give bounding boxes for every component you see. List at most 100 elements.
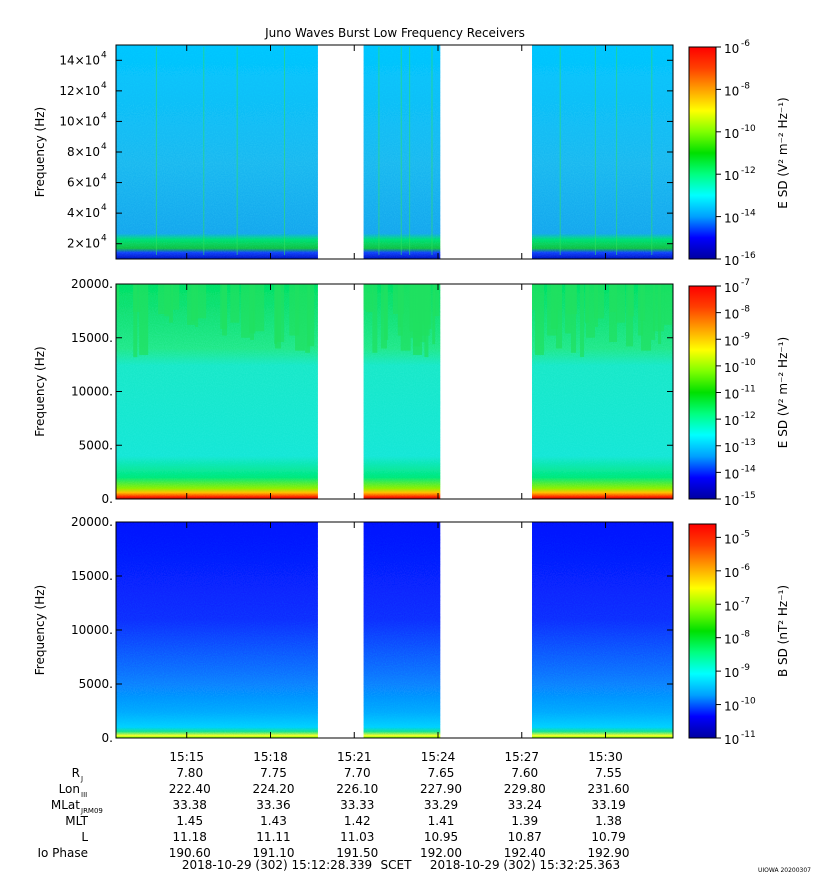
y-tick-label: 5000. [79,677,113,691]
ephemeris-value: 11.03 [340,830,374,844]
ephemeris-value: 1.39 [511,814,538,828]
ephemeris-label-subscript: III [81,791,87,799]
colorbar-tick-label: 10 [724,361,739,375]
spectrogram-panel-1: 2×10 44×10 46×10 48×10 410×10 412×10 414×10 4Fr… [33,39,790,268]
emission-streak [372,284,378,353]
emission-streak [651,284,656,340]
ephemeris-value: 231.60 [588,782,630,796]
data-block-2 [363,522,441,738]
ephemeris-value: 190.60 [169,846,211,860]
ephemeris-value: 10.87 [508,830,542,844]
emission-streak [133,284,138,358]
y-axis-label: Frequency (Hz) [33,107,47,198]
colorbar-tick-exponent: -14 [741,209,756,219]
emission-streak [535,284,545,355]
emission-streak [253,284,265,332]
footer-scet: SCET [381,858,413,872]
ephemeris-value: 33.29 [424,798,458,812]
ephemeris-value: 33.38 [173,798,207,812]
data-block-1 [116,45,318,259]
colorbar-tick-exponent: -13 [741,438,756,448]
ephemeris-value: 11.18 [173,830,207,844]
colorbar-tick-label: 10 [724,169,739,183]
emission-streak [626,284,634,347]
data-block-3 [532,45,673,259]
emission-streak [556,284,563,349]
emission-streak [196,284,207,319]
y-tick-exponent: 4 [101,111,107,121]
colorbar-tick-label: 10 [724,633,739,647]
emission-streak [565,284,572,334]
ephemeris-value: 33.36 [256,798,290,812]
colorbar-tick-exponent: -6 [741,39,750,49]
emission-streak [571,284,577,353]
emission-streak [169,284,173,323]
emission-streak [547,284,558,336]
y-tick-label: 20000. [71,277,113,291]
data-block-2 [363,45,441,259]
time-tick-label: 15:24 [421,750,456,764]
colorbar [688,46,717,260]
colorbar-tick-exponent: -14 [741,464,756,474]
colorbar-tick-label: 10 [724,388,739,402]
ephemeris-label: R [72,766,80,780]
y-tick-label: 6×10 [67,176,100,190]
colorbar-tick-label: 10 [724,494,739,508]
footer-end-time: 2018-10-29 (302) 15:32:25.363 [430,858,620,872]
emission-streak [139,284,149,355]
colorbar-tick-label: 10 [724,414,739,428]
data-block-1 [116,284,318,499]
emission-streak [366,284,374,312]
y-tick-label: 5000. [79,438,113,452]
colorbar-tick-exponent: -7 [741,278,750,288]
ephemeris-label-subscript: J [80,775,83,783]
y-tick-label: 12×10 [59,84,100,98]
emission-streak [432,284,436,345]
ephemeris-value: 192.00 [420,846,462,860]
ephemeris-value: 222.40 [169,782,211,796]
colorbar-tick-label: 10 [724,733,739,747]
emission-streak [191,284,197,321]
data-block-3 [532,522,673,738]
y-axis-label: Frequency (Hz) [33,346,47,437]
colorbar-tick-label: 10 [724,308,739,322]
emission-streak [384,284,389,340]
colorbar-tick-label: 10 [724,666,739,680]
ephemeris-value: 192.40 [504,846,546,860]
colorbar [688,285,717,500]
colorbar-tick-exponent: -9 [741,663,750,673]
colorbar-tick-exponent: -8 [741,630,750,640]
colorbar-tick-label: 10 [724,42,739,56]
ephemeris-value: 33.24 [508,798,542,812]
emission-streak [307,284,315,347]
time-tick-label: 15:18 [253,750,288,764]
emission-streak [380,284,387,349]
emission-streak [532,284,536,310]
colorbar-tick-exponent: -8 [741,81,750,91]
colorbar-tick-label: 10 [724,467,739,481]
ephemeris-value: 192.90 [588,846,630,860]
emission-streak [171,284,180,310]
emission-streak [664,284,673,325]
colorbar-tick-exponent: -12 [741,166,756,176]
y-axis-label: Frequency (Hz) [33,585,47,676]
ephemeris-label: Lon [59,782,80,796]
time-tick-label: 15:27 [504,750,539,764]
y-tick-label: 4×10 [67,206,100,220]
ephemeris-value: 1.38 [595,814,622,828]
colorbar-tick-exponent: -11 [741,730,756,740]
emission-streak [586,284,596,338]
ephemeris-value: 1.42 [344,814,371,828]
y-tick-label: 2×10 [67,237,100,251]
colorbar-tick-exponent: -6 [741,563,750,573]
emission-streak [658,284,662,345]
time-tick-label: 15:15 [169,750,204,764]
y-tick-label: 10×10 [59,114,100,128]
y-tick-label: 0. [102,492,113,506]
emission-streak [220,284,228,330]
colorbar-tick-exponent: -16 [741,251,756,261]
colorbar-tick-label: 10 [724,281,739,295]
colorbar-tick-exponent: -10 [741,697,756,707]
